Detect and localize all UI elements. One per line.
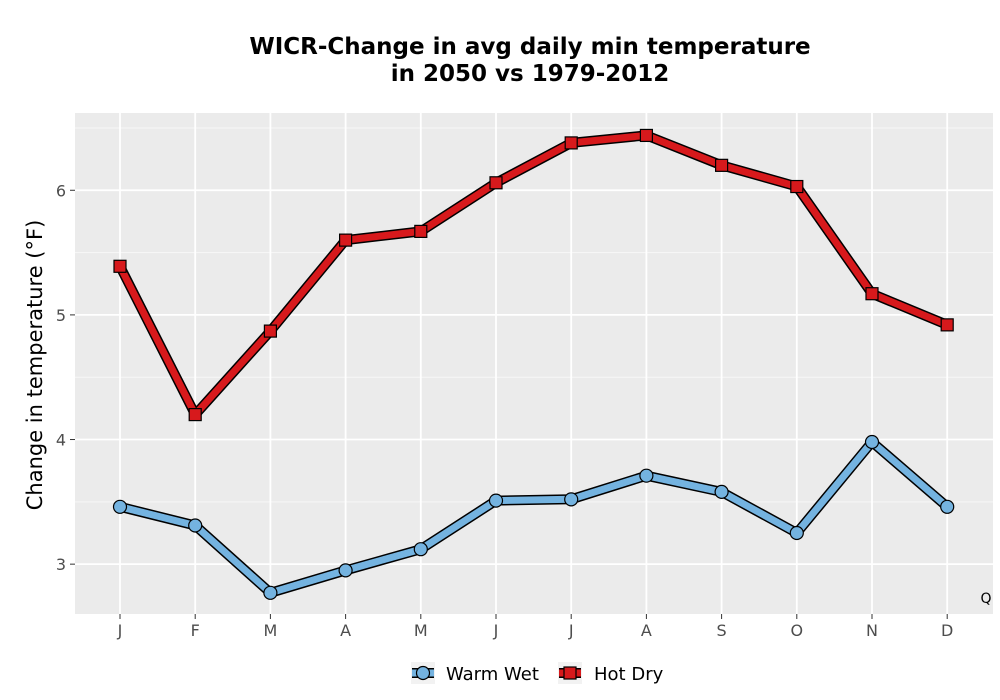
y-tick-label: 6 [56, 181, 66, 200]
x-tick-label: J [568, 621, 574, 640]
legend: Warm Wet Hot Dry [411, 662, 664, 685]
legend-label-hot-dry: Hot Dry [594, 664, 664, 685]
x-tick-label: S [717, 621, 727, 640]
x-tick-label: D [941, 621, 953, 640]
data-point-warm-wet [940, 499, 955, 514]
data-point-warm-wet [564, 492, 579, 507]
x-tick-label: M [263, 621, 277, 640]
plot-panel [75, 113, 993, 614]
data-point-hot-dry [263, 324, 277, 338]
x-tick-label: A [340, 621, 351, 640]
data-point-hot-dry [414, 224, 428, 238]
data-point-warm-wet [263, 585, 278, 600]
y-tick-label: 3 [56, 555, 66, 574]
x-tick-label: O [791, 621, 804, 640]
data-point-hot-dry [489, 176, 503, 190]
x-tick-label: F [191, 621, 200, 640]
data-point-warm-wet [188, 518, 203, 533]
data-point-hot-dry [865, 287, 879, 301]
legend-marker-hot-dry [563, 666, 577, 680]
legend-label-warm-wet: Warm Wet [446, 664, 539, 685]
data-point-warm-wet [639, 468, 654, 483]
y-axis-ticks: 3 4 5 6 [56, 181, 75, 574]
data-point-warm-wet [338, 563, 353, 578]
y-tick-label: 4 [56, 431, 66, 450]
y-axis-label: Change in temperature (°F) [23, 220, 47, 511]
series-line-warm-wet [116, 438, 951, 597]
data-point-hot-dry [188, 407, 202, 422]
data-point-hot-dry [790, 179, 804, 194]
data-point-hot-dry [940, 318, 954, 332]
data-point-hot-dry [564, 136, 578, 150]
x-tick-label: N [866, 621, 878, 640]
x-tick-label: M [414, 621, 428, 640]
data-point-warm-wet [864, 434, 880, 450]
x-tick-label: J [493, 621, 499, 640]
x-tick-label: A [641, 621, 652, 640]
corner-note: Q [980, 591, 991, 607]
data-point-warm-wet [413, 542, 428, 557]
data-point-hot-dry [639, 128, 654, 143]
legend-marker-warm-wet [415, 665, 431, 681]
chart-title-line-2: in 2050 vs 1979-2012 [391, 61, 670, 87]
y-tick-label: 5 [56, 306, 66, 325]
data-point-hot-dry [714, 158, 729, 172]
series-layer [112, 128, 955, 600]
data-point-hot-dry [339, 233, 353, 247]
chart-title-line-1: WICR-Change in avg daily min temperature [249, 34, 810, 60]
data-point-warm-wet [488, 493, 504, 508]
data-point-warm-wet [789, 525, 804, 541]
x-tick-label: J [117, 621, 123, 640]
data-point-warm-wet [714, 484, 729, 499]
series-line-hot-dry [116, 131, 951, 419]
data-point-hot-dry [113, 259, 127, 273]
data-point-warm-wet [112, 499, 128, 514]
